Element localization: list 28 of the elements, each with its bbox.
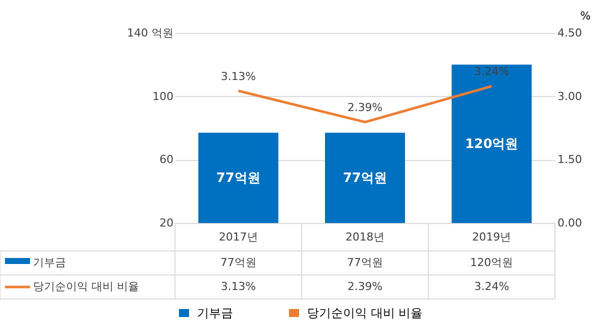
text: 3.24%	[474, 65, 510, 78]
data-label: 120억원	[470, 256, 514, 269]
y-tick-label: 20	[160, 216, 174, 230]
x-tick-label: 2018년	[346, 230, 384, 244]
x-tick-label: 2017년	[218, 230, 258, 244]
legend-label: 기부금	[197, 306, 233, 320]
y2-axis-title: %	[580, 10, 591, 22]
data-label: 3.24%	[474, 280, 510, 293]
data-label: 3.13%	[220, 280, 256, 293]
text: 당기순이익 대비 비율	[33, 280, 139, 293]
x-tick-label: 2019년	[472, 230, 512, 244]
y-tick-label: 140 억원	[127, 26, 174, 40]
y2-tick-label: 1.50	[558, 153, 582, 166]
text: 3.13%	[220, 70, 256, 83]
text: 120억원	[465, 136, 518, 152]
text: 77억원	[342, 170, 388, 186]
legend-label: 당기순이익 대비 비율	[307, 306, 423, 320]
y2-tick-label: 0.00	[558, 216, 582, 230]
y-tick-label: 100	[152, 90, 174, 103]
text: 2.39%	[348, 101, 382, 114]
text: 기부금	[33, 256, 66, 269]
data-label: 2.39%	[348, 280, 382, 293]
data-label: 77억원	[220, 256, 256, 269]
y2-tick-label: 4.50	[558, 26, 582, 40]
text: 77억원	[216, 170, 260, 186]
data-label: 77억원	[347, 256, 383, 269]
y-tick-label: 60	[160, 153, 174, 166]
y2-tick-label: 3.00	[558, 90, 582, 103]
